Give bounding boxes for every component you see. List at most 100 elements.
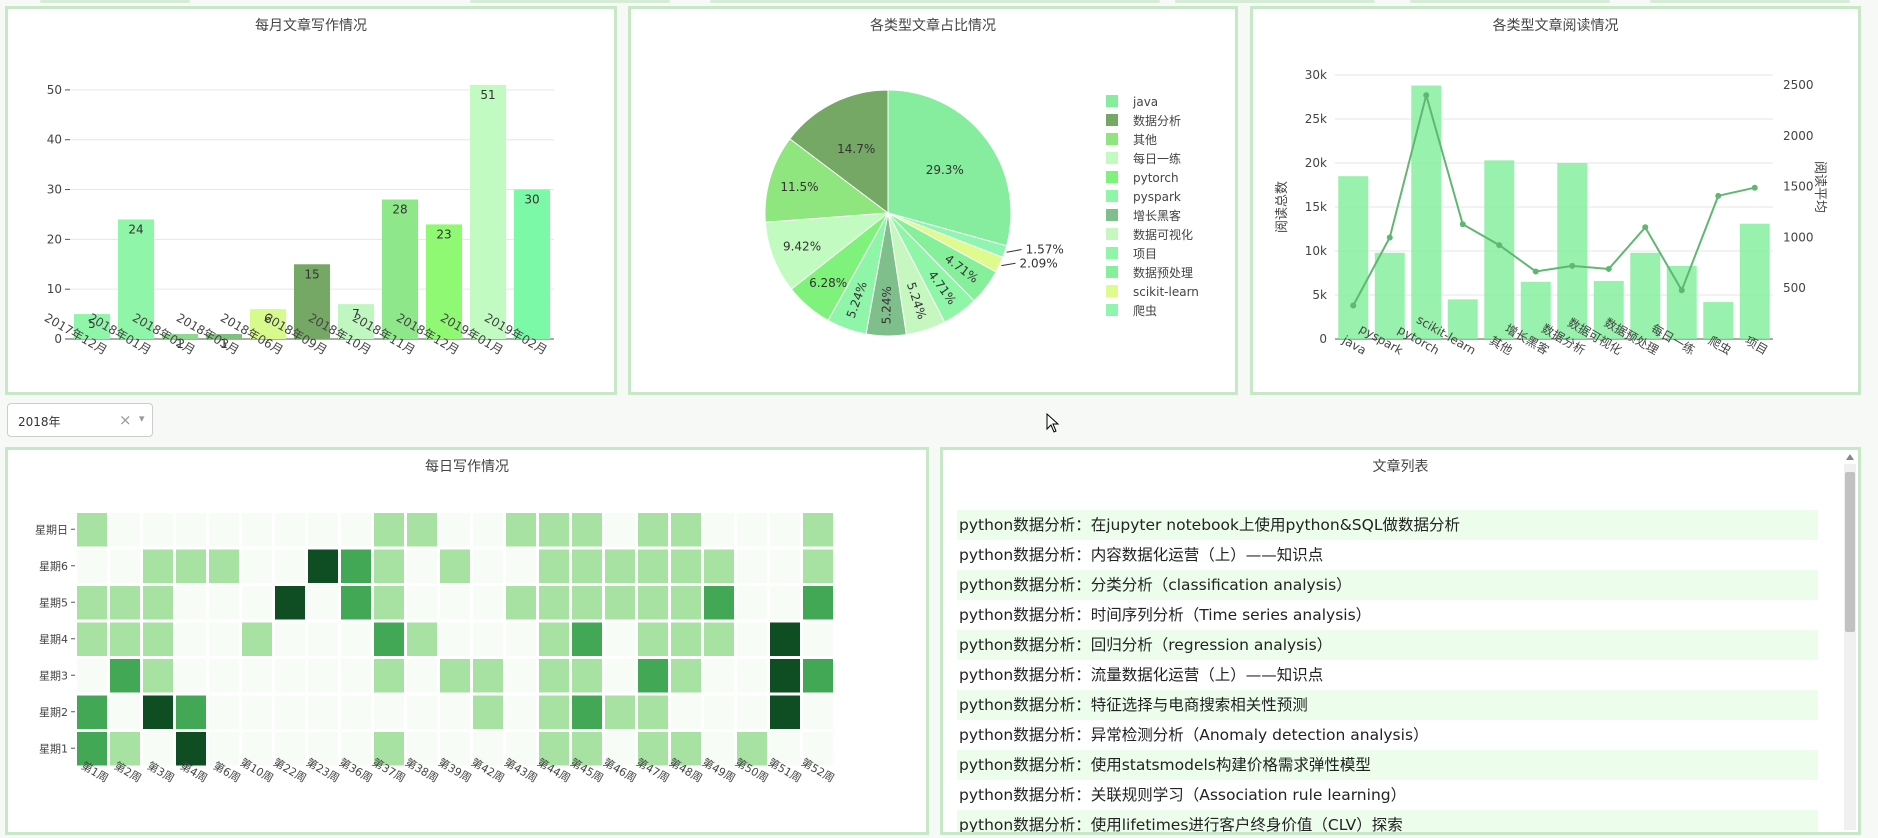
legend-swatch[interactable] [1106, 247, 1118, 259]
heatmap-cell[interactable] [110, 695, 140, 730]
article-row[interactable]: python数据分析：时间序列分析（Time series analysis） [959, 606, 1372, 624]
heatmap-cell[interactable] [671, 513, 701, 547]
bar[interactable] [161, 334, 199, 339]
heatmap-cell[interactable] [539, 622, 569, 657]
article-row[interactable]: python数据分析：回归分析（regression analysis） [957, 630, 1818, 660]
heatmap-cell[interactable] [275, 513, 305, 547]
average-reads-point[interactable] [1350, 302, 1357, 309]
article-row[interactable]: python数据分析：在jupyter notebook上使用python&SQ… [957, 510, 1818, 540]
heatmap-cell[interactable] [506, 549, 536, 584]
average-reads-point[interactable] [1751, 184, 1758, 191]
heatmap-cell[interactable] [638, 659, 668, 693]
heatmap-cell[interactable] [407, 622, 437, 657]
legend-label[interactable]: 数据分析 [1133, 113, 1181, 128]
heatmap-cell[interactable] [110, 549, 140, 584]
heatmap-cell[interactable] [473, 659, 503, 693]
heatmap-cell[interactable] [341, 586, 371, 620]
heatmap-cell[interactable] [275, 695, 305, 730]
heatmap-cell[interactable] [77, 732, 107, 766]
heatmap-cell[interactable] [440, 695, 470, 730]
heatmap-cell[interactable] [704, 586, 734, 620]
heatmap-cell[interactable] [671, 732, 701, 766]
heatmap-cell[interactable] [803, 586, 833, 620]
heatmap-cell[interactable] [506, 513, 536, 547]
bar[interactable] [117, 219, 155, 339]
heatmap-cell[interactable] [539, 732, 569, 766]
bar[interactable] [425, 224, 463, 339]
heatmap-cell[interactable] [605, 549, 635, 584]
heatmap-cell[interactable] [506, 586, 536, 620]
heatmap-cell[interactable] [440, 513, 470, 547]
heatmap-cell[interactable] [803, 549, 833, 584]
heatmap-cell[interactable] [572, 659, 602, 693]
heatmap-cell[interactable] [506, 622, 536, 657]
heatmap-cell[interactable] [539, 513, 569, 547]
heatmap-cell[interactable] [176, 659, 206, 693]
heatmap-cell[interactable] [209, 549, 239, 584]
bar[interactable] [205, 334, 243, 339]
bar[interactable] [73, 314, 111, 339]
legend-label[interactable]: java [1132, 95, 1158, 109]
heatmap-cell[interactable] [770, 622, 800, 657]
bar[interactable] [381, 199, 419, 339]
heatmap-cell[interactable] [308, 732, 338, 766]
heatmap-cell[interactable] [341, 695, 371, 730]
heatmap-cell[interactable] [803, 513, 833, 547]
heatmap-cell[interactable] [737, 732, 767, 766]
legend-swatch[interactable] [1106, 114, 1118, 126]
heatmap-cell[interactable] [704, 622, 734, 657]
article-row[interactable]: python数据分析：异常检测分析（Anomaly detection anal… [959, 726, 1429, 744]
heatmap-cell[interactable] [473, 695, 503, 730]
heatmap-cell[interactable] [143, 659, 173, 693]
legend-swatch[interactable] [1106, 133, 1118, 145]
heatmap-cell[interactable] [638, 622, 668, 657]
pie-slice[interactable] [887, 89, 1012, 247]
heatmap-cell[interactable] [803, 659, 833, 693]
heatmap-cell[interactable] [704, 732, 734, 766]
heatmap-cell[interactable] [407, 586, 437, 620]
heatmap-cell[interactable] [308, 659, 338, 693]
heatmap-cell[interactable] [671, 586, 701, 620]
heatmap-cell[interactable] [605, 732, 635, 766]
heatmap-cell[interactable] [605, 622, 635, 657]
heatmap-cell[interactable] [341, 549, 371, 584]
legend-label[interactable]: pytorch [1133, 171, 1179, 185]
legend-swatch[interactable] [1106, 190, 1118, 202]
bar[interactable] [513, 189, 551, 339]
heatmap-cell[interactable] [572, 586, 602, 620]
heatmap-cell[interactable] [242, 732, 272, 766]
heatmap-cell[interactable] [539, 695, 569, 730]
heatmap-cell[interactable] [440, 586, 470, 620]
average-reads-point[interactable] [1496, 242, 1503, 249]
reads-bar[interactable] [1447, 299, 1478, 339]
heatmap-cell[interactable] [176, 732, 206, 766]
heatmap-cell[interactable] [143, 732, 173, 766]
heatmap-cell[interactable] [803, 695, 833, 730]
heatmap-cell[interactable] [275, 622, 305, 657]
heatmap-cell[interactable] [770, 732, 800, 766]
category-reads-chart[interactable]: 0 5k 10k 15k 20k 25k 30k 500 1000 1500 2000 2500 阅读总… [1253, 9, 1858, 392]
clear-icon[interactable]: × [119, 411, 132, 429]
heatmap-cell[interactable] [242, 549, 272, 584]
heatmap-cell[interactable] [638, 549, 668, 584]
heatmap-cell[interactable] [143, 622, 173, 657]
chevron-down-icon[interactable]: ▾ [139, 412, 145, 425]
heatmap-cell[interactable] [770, 659, 800, 693]
heatmap-cell[interactable] [638, 513, 668, 547]
legend-label[interactable]: 每日一练 [1133, 151, 1181, 166]
heatmap-cell[interactable] [440, 659, 470, 693]
average-reads-point[interactable] [1532, 268, 1539, 275]
reads-bar[interactable] [1484, 160, 1515, 339]
heatmap-cell[interactable] [110, 586, 140, 620]
heatmap-cell[interactable] [638, 586, 668, 620]
heatmap-cell[interactable] [176, 695, 206, 730]
heatmap-cell[interactable] [506, 659, 536, 693]
heatmap-cell[interactable] [803, 732, 833, 766]
pie-slice[interactable] [789, 89, 889, 215]
heatmap-cell[interactable] [308, 586, 338, 620]
scroll-up-icon[interactable] [1846, 454, 1854, 460]
reads-bar[interactable] [1557, 163, 1588, 339]
heatmap-cell[interactable] [143, 549, 173, 584]
article-row[interactable]: python数据分析：内容数据化运营（上）——知识点 [959, 546, 1324, 564]
heatmap-cell[interactable] [176, 586, 206, 620]
